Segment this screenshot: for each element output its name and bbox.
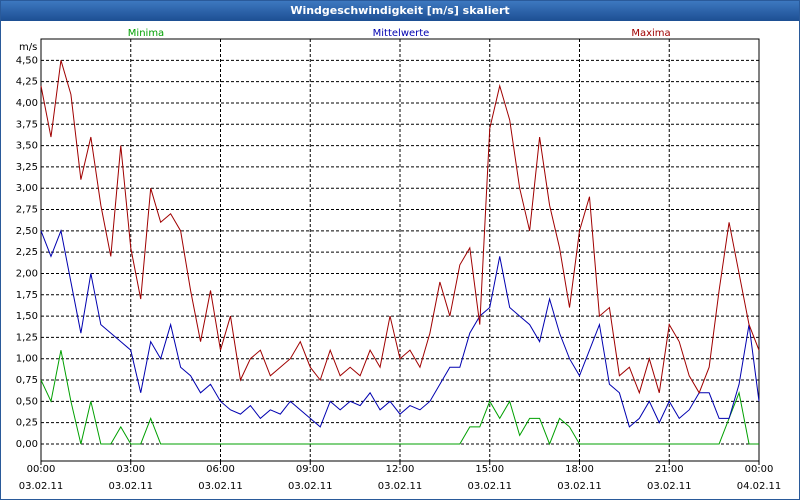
x-tick-label: 21:00 03.02.11 — [646, 464, 692, 492]
series-label: Mittelwerte — [373, 28, 430, 39]
series-line — [40, 350, 759, 446]
x-tick-label: 03:00 03.02.11 — [108, 464, 154, 492]
series-label: Maxima — [631, 28, 670, 39]
series-line — [40, 229, 760, 428]
x-tick-label: 06:00 03.02.11 — [198, 464, 243, 492]
y-tick-label: 1,25 — [16, 332, 38, 343]
y-tick-label: 3,75 — [16, 119, 38, 130]
y-tick-label: 0,25 — [16, 418, 38, 429]
x-tick-label: 18:00 03.02.11 — [557, 464, 602, 492]
x-tick-label: 15:00 03.02.11 — [467, 464, 513, 492]
y-tick-label: 4,50 — [16, 55, 38, 66]
y-tick-label: 2,75 — [16, 205, 38, 216]
y-tick-label: 3,50 — [16, 141, 38, 152]
y-tick-label: 0,75 — [16, 375, 38, 386]
x-tick-label: 09:00 03.02.11 — [287, 464, 333, 492]
y-tick-label: 3,25 — [16, 162, 38, 173]
series-line — [40, 60, 760, 395]
y-tick-label: 2,50 — [16, 226, 38, 237]
y-tick-label: 2,25 — [16, 247, 38, 258]
x-tick-label: 00:00 04.02.11 — [736, 464, 782, 492]
y-tick-label: 1,75 — [16, 290, 38, 301]
y-tick-label: 1,00 — [16, 354, 38, 365]
y-tick-label: 4,00 — [16, 98, 38, 109]
y-tick-label: 3,00 — [16, 183, 38, 194]
y-tick-label: 0,50 — [16, 396, 38, 407]
y-tick-label: 2,00 — [16, 268, 38, 279]
y-axis-label: m/s — [19, 42, 37, 53]
x-tick-label: 00:00 03.02.11 — [18, 464, 64, 492]
y-tick-label: 1,50 — [16, 311, 38, 322]
y-tick-label: 0,00 — [16, 439, 38, 450]
title-bar: Windgeschwindigkeit [m/s] skaliert — [1, 1, 799, 21]
y-tick-label: 4,25 — [16, 77, 38, 88]
series-label: Minima — [128, 28, 164, 39]
x-tick-label: 12:00 03.02.11 — [377, 464, 423, 492]
